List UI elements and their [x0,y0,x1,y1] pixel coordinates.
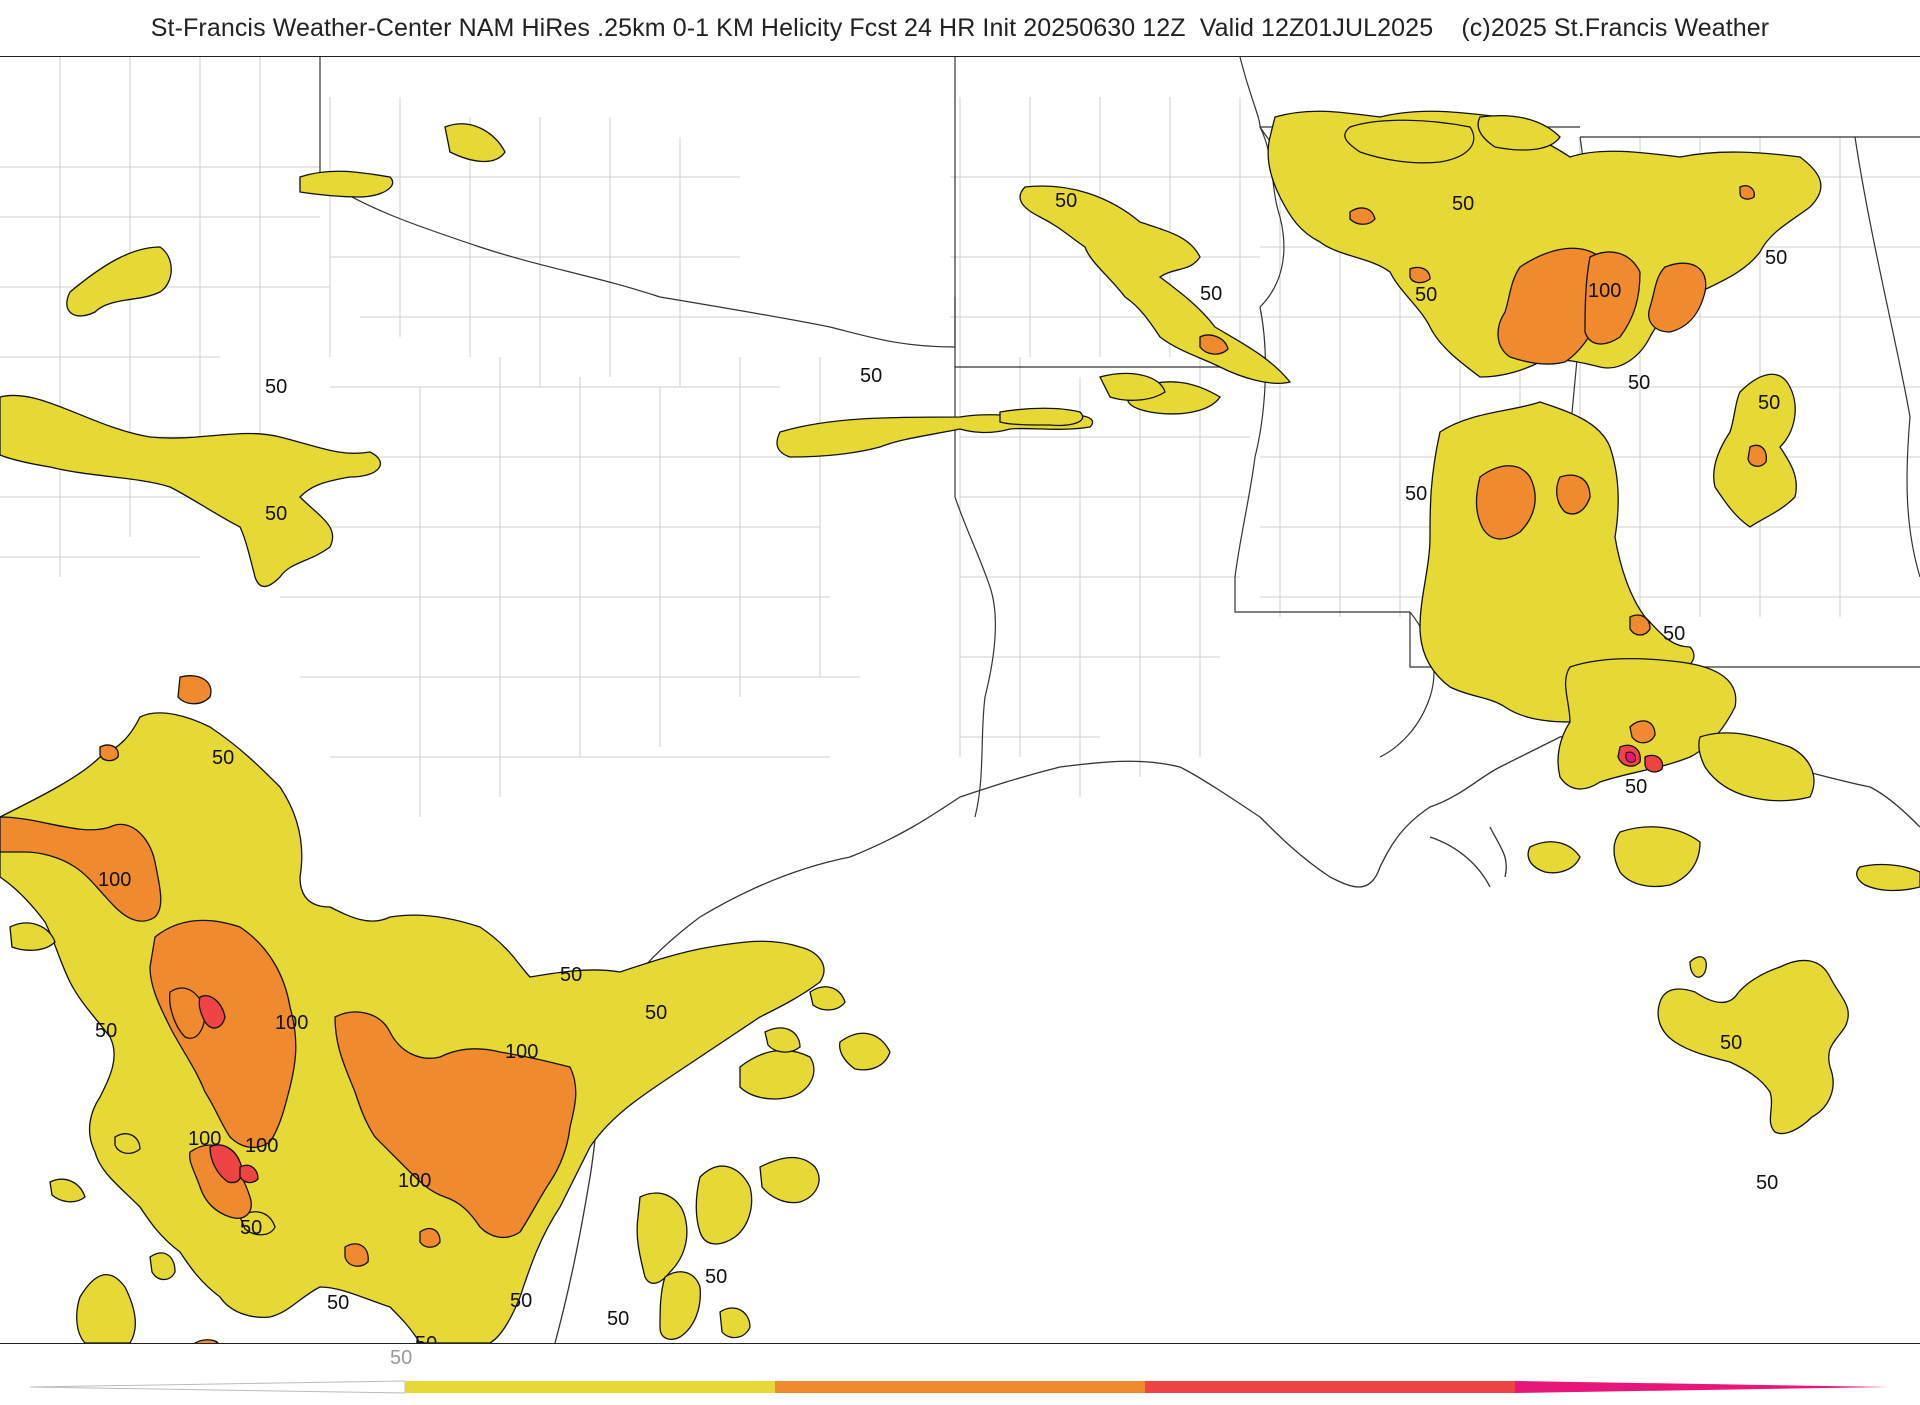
contour-label-50: 50 [1663,623,1685,645]
colorbar-upper-extend [1515,1381,1890,1393]
contour-label-100: 100 [505,1041,538,1063]
contour-label-50: 50 [607,1308,629,1330]
helicity-map: 50 50 50 50 50 50 50 50 50 50 50 50 50 5… [0,57,1920,1343]
contour-label-50: 50 [1055,190,1077,212]
contour-label-50: 50 [415,1333,437,1343]
contour-label-50: 50 [1756,1172,1778,1194]
contour-label-50: 50 [1200,283,1222,305]
contour-label-50: 50 [265,376,287,398]
contour-label-50: 50 [560,964,582,986]
contour-label-100: 100 [275,1012,308,1034]
contour-label-50: 50 [1628,372,1650,394]
colorbar-segment-150 [1145,1381,1515,1393]
contour-labels: 50 50 50 50 50 50 50 50 50 50 50 50 50 5… [95,190,1787,1343]
contour-label-50: 50 [327,1292,349,1314]
colorbar: 50 [0,1342,1920,1400]
colorbar-svg: 50 [29,1347,1890,1394]
helicity-200-areas [1625,751,1636,763]
contour-label-50: 50 [510,1290,532,1312]
contour-label-50: 50 [645,1002,667,1024]
contour-label-100: 100 [188,1128,221,1150]
map-panel: 50 50 50 50 50 50 50 50 50 50 50 50 50 5… [0,56,1920,1344]
colorbar-segment-100 [775,1381,1145,1393]
contour-label-100: 100 [1588,280,1621,302]
colorbar-segment-50 [405,1381,775,1393]
contour-label-50: 50 [1405,483,1427,505]
colorbar-tick-label: 50 [390,1347,412,1369]
contour-label-50: 50 [1625,776,1647,798]
contour-label-50: 50 [705,1266,727,1288]
contour-label-100: 100 [398,1170,431,1192]
contour-label-100: 100 [98,869,131,891]
contour-label-50: 50 [212,747,234,769]
contour-label-50: 50 [240,1217,262,1239]
contour-label-50: 50 [95,1020,117,1042]
contour-label-50: 50 [1765,247,1787,269]
contour-label-100: 100 [245,1135,278,1157]
contour-label-50: 50 [1415,284,1437,306]
helicity-150-areas [198,744,1664,1184]
helicity-100-areas [0,185,1767,1343]
contour-label-50: 50 [1720,1032,1742,1054]
contour-label-50: 50 [1452,193,1474,215]
contour-label-50: 50 [1758,392,1780,414]
map-title: St-Francis Weather-Center NAM HiRes .25k… [150,14,1770,42]
colorbar-lower-extend [29,1380,406,1394]
contour-label-50: 50 [265,503,287,525]
contour-label-50: 50 [860,365,882,387]
